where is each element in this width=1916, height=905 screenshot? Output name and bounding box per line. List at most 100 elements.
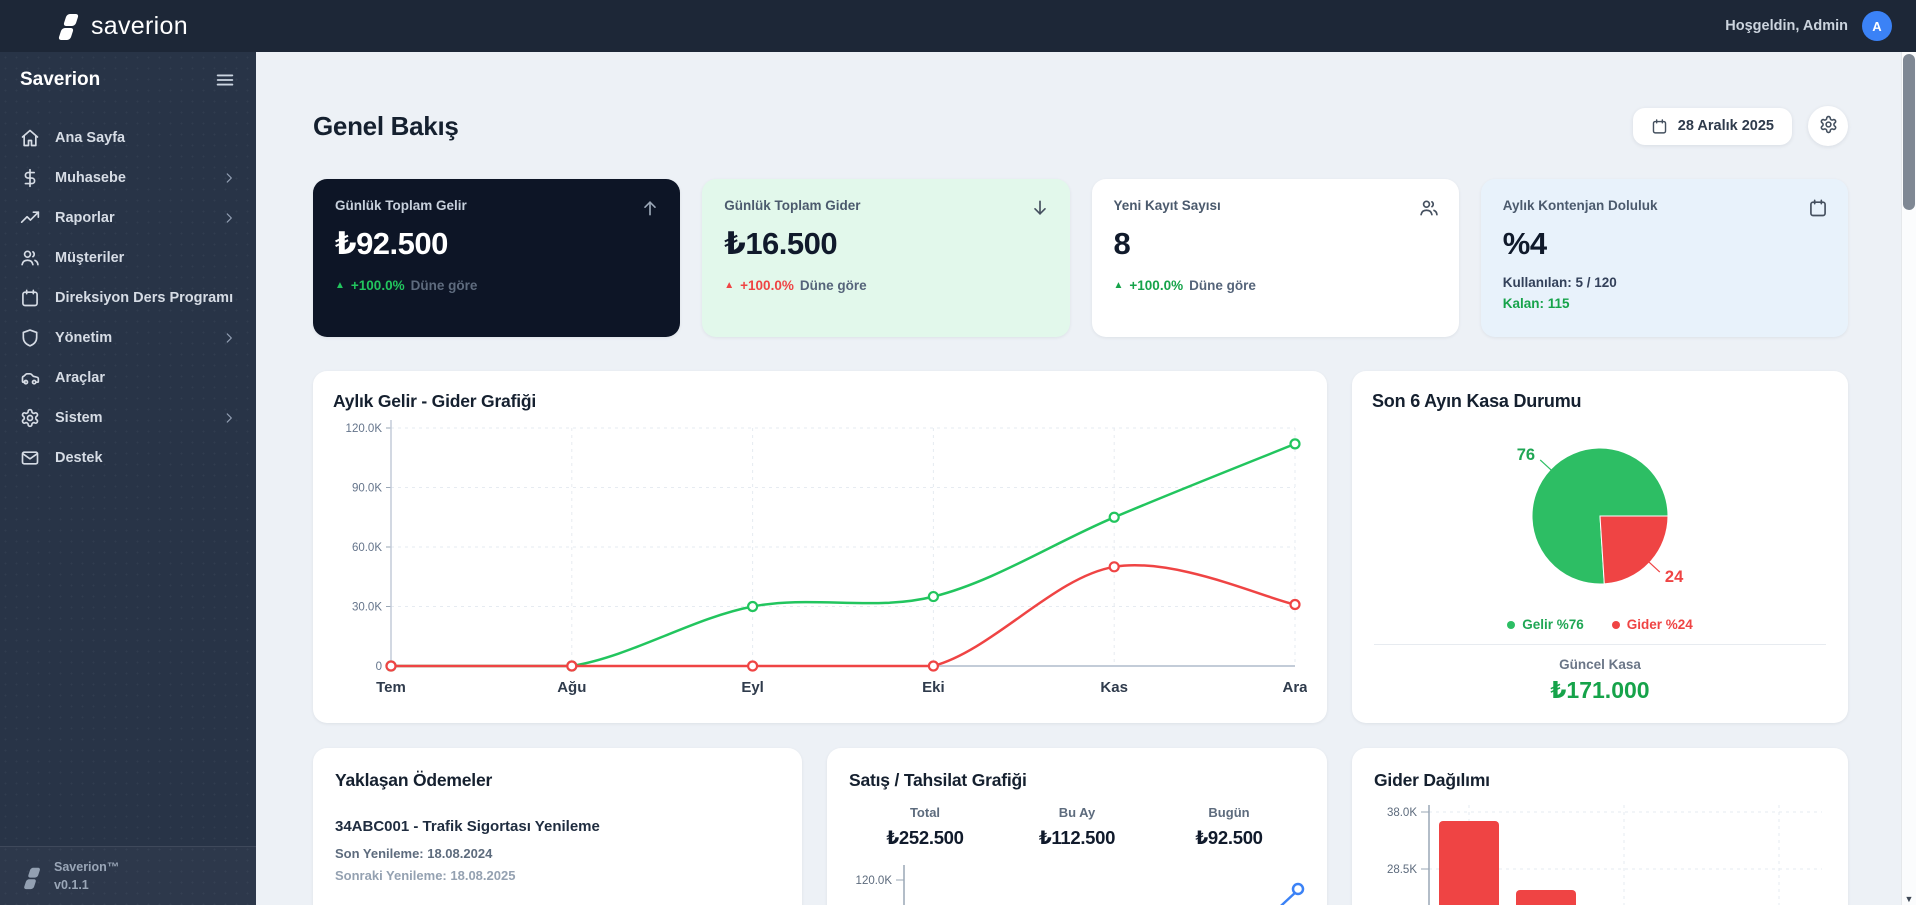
chevron-right-icon — [222, 171, 236, 185]
car-icon — [20, 368, 40, 388]
charts-row: Aylık Gelir - Gider Grafiği 0 30.0K 60.0K 9… — [313, 371, 1848, 723]
stat-delta: ▲ +100.0% Düne göre — [1113, 278, 1256, 293]
sales-collection-card: Satış / Tahsilat Grafiği Total ₺252.500 Bu… — [827, 748, 1327, 905]
sidebar-item-label: Araçlar — [55, 370, 105, 386]
stat-label: Yeni Kayıt Sayısı — [1113, 198, 1221, 213]
stat-delta: ▲ +100.0% Düne göre — [335, 278, 478, 293]
income-expense-line-chart: 0 30.0K 60.0K 90.0K 120.0K Tem Ağu Eyl Eki Kas Ara — [346, 420, 1308, 696]
sidebar-item-gear[interactable]: Sistem — [0, 398, 256, 438]
stat-card-mint: Günlük Toplam Gider ₺16.500 ▲ +100.0% Düne g… — [702, 179, 1070, 337]
sidebar-item-trending-up[interactable]: Raporlar — [0, 198, 256, 238]
expense-distribution-chart: 38.0K 28.5K — [1387, 805, 1822, 905]
sidebar-header: Saverion — [0, 52, 256, 108]
chevron-right-icon — [222, 211, 236, 225]
menu-toggle-icon[interactable] — [214, 69, 236, 91]
svg-text:Ara: Ara — [1282, 679, 1307, 696]
chart-title-income-expense: Aylık Gelir - Gider Grafiği — [333, 391, 537, 411]
mail-icon — [20, 448, 40, 468]
sidebar-item-label: Muhasebe — [55, 170, 126, 186]
home-icon — [20, 128, 40, 148]
greeting-text: Hoşgeldin, Admin — [1725, 18, 1848, 34]
sidebar-item-car[interactable]: Araçlar — [0, 358, 256, 398]
sidebar-item-label: Yönetim — [55, 330, 113, 346]
svg-text:Ağu: Ağu — [557, 679, 586, 696]
scrollbar-thumb[interactable] — [1903, 54, 1915, 210]
svg-text:90.0K: 90.0K — [352, 483, 382, 495]
users-icon — [20, 248, 40, 268]
svg-text:24: 24 — [1665, 568, 1684, 586]
calendar-icon — [1651, 118, 1668, 135]
legend-item-gelir: Gelir %76 — [1507, 617, 1584, 632]
upcoming-payments-card: Yaklaşan Ödemeler 34ABC001 - Trafik Sigo… — [313, 748, 802, 905]
sidebar-item-label: Ana Sayfa — [55, 130, 126, 146]
stat-value: ₺16.500 — [724, 226, 838, 261]
page-header: Genel Bakış 28 Aralık 2025 — [313, 106, 1848, 146]
shield-icon — [20, 328, 40, 348]
gear-icon — [20, 408, 40, 428]
dollar-icon — [20, 168, 40, 188]
income-expense-chart-card: Aylık Gelir - Gider Grafiği 0 30.0K 60.0K 9… — [313, 371, 1327, 723]
chevron-right-icon — [222, 411, 236, 425]
sidebar-item-label: Sistem — [55, 410, 103, 426]
stat-label: Aylık Kontenjan Doluluk — [1502, 198, 1658, 213]
payments-title: Yaklaşan Ödemeler — [335, 770, 493, 790]
date-label: 28 Aralık 2025 — [1677, 118, 1774, 134]
trending-up-icon — [20, 208, 40, 228]
svg-text:Eki: Eki — [922, 679, 945, 696]
svg-text:28.5K: 28.5K — [1387, 864, 1417, 876]
sidebar-item-users[interactable]: Müşteriler — [0, 238, 256, 278]
chart-title-expense: Gider Dağılımı — [1374, 770, 1490, 790]
footer-version: v0.1.1 — [54, 878, 89, 892]
bottom-row: Yaklaşan Ödemeler 34ABC001 - Trafik Sigo… — [313, 748, 1848, 905]
stat-label: Günlük Toplam Gider — [724, 198, 861, 213]
page-title: Genel Bakış — [313, 110, 459, 141]
sidebar-footer: Saverion™ v0.1.1 — [0, 846, 256, 905]
chart-title-cash-status: Son 6 Ayın Kasa Durumu — [1372, 391, 1582, 411]
saverion-footer-logo-icon — [22, 866, 41, 890]
payment-item-name: 34ABC001 - Trafik Sigortası Yenileme — [335, 818, 600, 835]
stat-value: ₺92.500 — [335, 226, 448, 261]
stat-line2: Kalan: 115 — [1502, 296, 1570, 311]
sidebar-title: Saverion — [20, 69, 101, 90]
svg-text:Eyl: Eyl — [741, 679, 764, 696]
svg-text:120.0K: 120.0K — [856, 875, 893, 887]
svg-text:30.0K: 30.0K — [352, 602, 382, 614]
delta-arrow-icon: ▲ — [1113, 280, 1124, 291]
settings-button[interactable] — [1808, 106, 1848, 146]
sidebar-item-label: Direksiyon Ders Programı — [55, 290, 234, 306]
cash-status-pie-chart: 76 24 — [1517, 446, 1684, 586]
date-picker-button[interactable]: 28 Aralık 2025 — [1632, 107, 1792, 145]
arrow-down-icon — [1030, 198, 1050, 223]
sidebar-item-home[interactable]: Ana Sayfa — [0, 118, 256, 158]
brand-name: saverion — [91, 11, 188, 40]
stat-value: %4 — [1502, 226, 1547, 261]
pie-legend: Gelir %76 Gider %24 — [1372, 617, 1828, 632]
expense-distribution-card: Gider Dağılımı 38.0K 28.5K — [1352, 748, 1848, 905]
sidebar-item-label: Destek — [55, 450, 103, 466]
svg-text:38.0K: 38.0K — [1387, 807, 1417, 819]
divider — [1374, 644, 1826, 645]
cash-footer-value: ₺171.000 — [1550, 677, 1650, 703]
sidebar-item-shield[interactable]: Yönetim — [0, 318, 256, 358]
sales-stats: Total ₺252.500 Bu Ay ₺112.500 Bugün ₺92.500 — [849, 805, 1305, 849]
stat-card-white: Yeni Kayıt Sayısı 8 ▲ +100.0% Düne göre — [1091, 179, 1459, 337]
svg-text:0: 0 — [376, 661, 382, 673]
delta-arrow-icon: ▲ — [335, 280, 345, 291]
sidebar-item-calendar[interactable]: Direksiyon Ders Programı — [0, 278, 256, 318]
scroll-down-arrow-icon[interactable]: ▼ — [1904, 894, 1914, 904]
saverion-logo-icon — [56, 12, 81, 41]
payment-item-next: Sonraki Yenileme: 18.08.2025 — [335, 868, 516, 883]
legend-item-gider: Gider %24 — [1611, 617, 1693, 632]
users-icon — [1419, 198, 1439, 223]
sidebar-menu: Ana Sayfa Muhasebe Raporlar Müşteriler Direk… — [0, 108, 256, 478]
calendar-icon — [1808, 198, 1828, 223]
chevron-right-icon — [222, 331, 236, 345]
sidebar-item-mail[interactable]: Destek — [0, 438, 256, 478]
stat-value: 8 — [1113, 226, 1131, 261]
avatar[interactable]: A — [1862, 11, 1892, 41]
stat-line1: Kullanılan: 5 / 120 — [1502, 275, 1617, 290]
delta-arrow-icon: ▲ — [724, 280, 735, 291]
gear-icon — [1819, 115, 1838, 137]
sidebar-item-label: Müşteriler — [55, 250, 125, 266]
sidebar-item-dollar[interactable]: Muhasebe — [0, 158, 256, 198]
